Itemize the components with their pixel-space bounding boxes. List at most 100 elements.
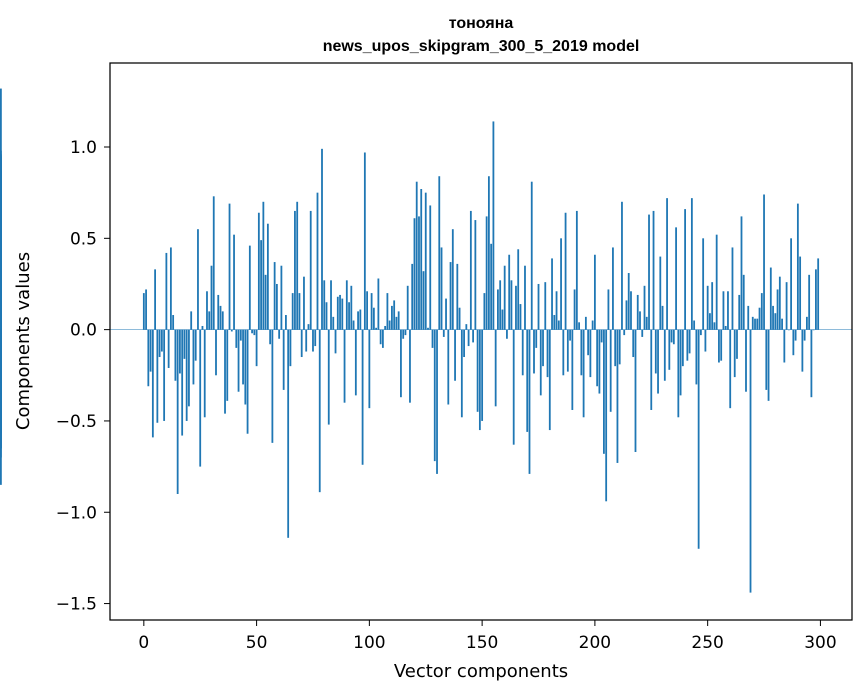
bar: [593, 254, 596, 330]
bar: [366, 291, 368, 330]
bar: [524, 265, 526, 330]
x-tick-label: 200: [579, 633, 611, 653]
bar: [657, 329, 659, 394]
bar: [312, 329, 314, 352]
bar: [264, 274, 267, 330]
bar: [431, 329, 434, 348]
bar: [192, 329, 195, 385]
bar: [803, 329, 806, 341]
bar: [792, 329, 795, 356]
bar: [630, 291, 632, 330]
bar: [607, 289, 610, 330]
bar: [282, 329, 285, 390]
bar: [681, 329, 684, 367]
bar: [406, 285, 409, 330]
bar: [738, 294, 741, 330]
bar: [255, 329, 258, 367]
bar: [411, 263, 414, 330]
bar: [476, 329, 479, 412]
bar: [179, 329, 181, 374]
bar: [221, 311, 224, 330]
y-tick-label: −1.5: [56, 595, 97, 615]
bar: [397, 311, 400, 330]
bar: [787, 329, 790, 331]
bar: [472, 329, 474, 343]
bar: [776, 289, 779, 330]
bar: [785, 282, 788, 330]
bar: [185, 329, 188, 421]
bar: [244, 329, 247, 405]
bar: [181, 329, 184, 436]
bar: [305, 329, 308, 352]
bar: [722, 291, 725, 330]
bar: [605, 329, 608, 502]
bar: [287, 329, 290, 538]
bar: [492, 121, 495, 330]
bar: [551, 258, 553, 330]
bar: [208, 311, 211, 330]
bar: [285, 315, 287, 330]
bar: [699, 329, 702, 336]
bar: [156, 329, 159, 423]
bar: [641, 329, 644, 337]
bar: [812, 329, 815, 331]
bar: [627, 273, 630, 330]
x-axis-label: Vector components: [394, 661, 568, 682]
x-axis-ticks: 0 50 100 150 200 250 300: [138, 620, 837, 653]
bar: [375, 327, 378, 330]
bar: [675, 227, 677, 330]
bar: [695, 329, 698, 385]
bar: [645, 316, 648, 330]
bar: [686, 329, 689, 361]
bar: [197, 229, 199, 330]
bar: [336, 296, 339, 330]
bar: [343, 329, 346, 403]
bar: [544, 282, 547, 330]
bar: [569, 329, 571, 341]
bar: [589, 329, 592, 378]
y-axis-label: Components values: [13, 252, 34, 430]
bar: [0, 271, 2, 330]
bar: [497, 289, 499, 330]
bar: [634, 329, 637, 452]
bar: [778, 276, 781, 330]
bar: [345, 280, 348, 330]
bar: [262, 201, 265, 330]
bar: [377, 278, 380, 330]
bar: [228, 203, 231, 330]
bar: [727, 291, 729, 330]
bar: [467, 329, 470, 347]
bar: [341, 298, 344, 330]
bar: [742, 274, 745, 330]
bar: [147, 329, 150, 387]
bar: [740, 216, 743, 330]
bar: [571, 329, 574, 410]
bar: [323, 280, 326, 330]
bar: [587, 329, 590, 356]
bar: [591, 320, 594, 330]
bar: [391, 305, 393, 330]
bar: [460, 329, 463, 418]
bar: [296, 201, 299, 330]
bar: [386, 293, 389, 330]
bar: [253, 329, 256, 336]
bar: [772, 305, 774, 330]
bar: [233, 234, 235, 330]
bar: [160, 329, 163, 352]
x-tick-label: 0: [138, 633, 149, 653]
bar: [271, 329, 274, 443]
bar: [573, 289, 576, 330]
bar: [670, 329, 673, 343]
bar: [393, 300, 396, 330]
bar: [729, 329, 732, 409]
bar: [0, 329, 2, 383]
bar: [679, 329, 682, 396]
bar: [512, 329, 515, 445]
chart-subtitle: news_upos_skipgram_300_5_2019 model: [323, 38, 640, 55]
bar: [754, 318, 756, 330]
bar: [769, 267, 772, 330]
bar: [749, 329, 752, 593]
bar: [506, 329, 508, 339]
